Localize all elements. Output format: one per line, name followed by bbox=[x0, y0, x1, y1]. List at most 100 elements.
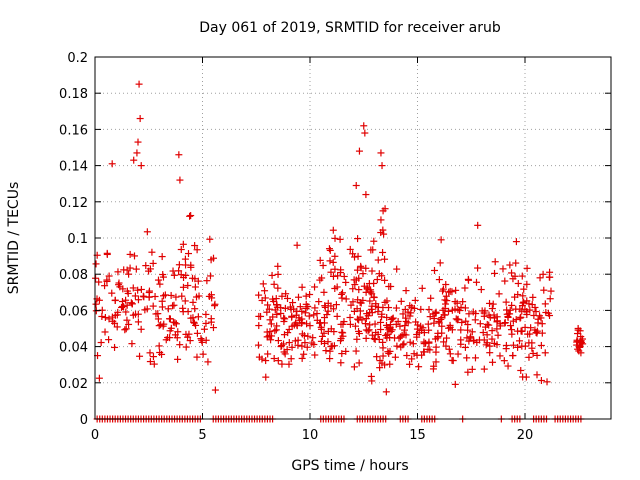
data-point bbox=[329, 272, 337, 280]
data-point bbox=[388, 315, 396, 323]
data-point bbox=[383, 330, 391, 338]
data-point bbox=[109, 317, 117, 325]
data-point bbox=[293, 241, 301, 249]
y-tick-label: 0.02 bbox=[59, 377, 88, 392]
data-point bbox=[193, 353, 201, 361]
data-point bbox=[430, 266, 438, 274]
data-point bbox=[488, 327, 496, 335]
data-point bbox=[158, 303, 166, 311]
data-point bbox=[488, 335, 496, 343]
data-point bbox=[362, 334, 370, 342]
data-point bbox=[382, 388, 390, 396]
data-point bbox=[402, 314, 410, 322]
y-tick-label: 0.04 bbox=[59, 341, 88, 356]
data-point bbox=[377, 149, 385, 157]
data-point bbox=[529, 293, 537, 301]
data-point bbox=[206, 235, 214, 243]
data-point bbox=[261, 287, 269, 295]
data-points bbox=[92, 80, 587, 423]
data-point bbox=[528, 301, 536, 309]
data-point bbox=[134, 318, 142, 326]
data-point bbox=[420, 348, 428, 356]
data-point bbox=[393, 342, 401, 350]
data-point bbox=[376, 364, 384, 372]
data-point bbox=[177, 271, 185, 279]
data-point bbox=[442, 342, 450, 350]
data-point bbox=[409, 340, 417, 348]
data-point bbox=[531, 326, 539, 334]
data-point bbox=[281, 350, 289, 358]
data-point bbox=[199, 350, 207, 358]
data-point bbox=[146, 349, 154, 357]
data-point bbox=[411, 296, 419, 304]
data-point bbox=[520, 298, 528, 306]
data-point bbox=[154, 310, 162, 318]
data-point bbox=[101, 328, 109, 336]
data-point bbox=[320, 288, 328, 296]
y-tick-label: 0 bbox=[80, 413, 88, 428]
data-point bbox=[456, 307, 464, 315]
data-point bbox=[494, 331, 502, 339]
data-point bbox=[501, 319, 509, 327]
data-point bbox=[355, 286, 363, 294]
data-point bbox=[262, 357, 270, 365]
data-point bbox=[306, 322, 314, 330]
data-point bbox=[193, 329, 201, 337]
x-tick-label: 5 bbox=[198, 428, 206, 443]
data-point bbox=[149, 353, 157, 361]
data-point bbox=[477, 286, 485, 294]
data-point bbox=[171, 319, 179, 327]
data-point bbox=[355, 327, 363, 335]
x-axis-label: GPS time / hours bbox=[291, 458, 408, 474]
data-point bbox=[303, 343, 311, 351]
data-point bbox=[118, 298, 126, 306]
data-point bbox=[114, 268, 122, 276]
data-point bbox=[198, 336, 206, 344]
data-point bbox=[441, 296, 449, 304]
data-point bbox=[122, 325, 130, 333]
data-point bbox=[184, 308, 192, 316]
data-point bbox=[415, 363, 423, 371]
data-point bbox=[136, 352, 144, 360]
data-point bbox=[134, 138, 142, 146]
data-point bbox=[182, 261, 190, 269]
data-point bbox=[333, 312, 341, 320]
data-point bbox=[325, 245, 333, 253]
data-point bbox=[502, 298, 510, 306]
data-point bbox=[207, 318, 215, 326]
data-point bbox=[351, 322, 359, 330]
data-point bbox=[302, 304, 310, 312]
data-point bbox=[319, 261, 327, 269]
data-point bbox=[172, 293, 180, 301]
data-point bbox=[373, 353, 381, 361]
data-point bbox=[103, 250, 111, 258]
data-point bbox=[156, 280, 164, 288]
data-point bbox=[507, 326, 515, 334]
data-point bbox=[285, 339, 293, 347]
data-point bbox=[289, 299, 297, 307]
data-point bbox=[370, 237, 378, 245]
data-point bbox=[274, 284, 282, 292]
data-point bbox=[95, 278, 103, 286]
data-point bbox=[349, 285, 357, 293]
data-point bbox=[355, 359, 363, 367]
data-point bbox=[105, 272, 113, 280]
data-point bbox=[462, 317, 470, 325]
data-point bbox=[185, 330, 193, 338]
data-point bbox=[301, 309, 309, 317]
data-point bbox=[123, 316, 131, 324]
data-point bbox=[263, 333, 271, 341]
data-point bbox=[360, 282, 368, 290]
data-point bbox=[191, 305, 199, 313]
data-point bbox=[392, 304, 400, 312]
data-point bbox=[264, 301, 272, 309]
data-point bbox=[318, 274, 326, 282]
data-point bbox=[546, 273, 554, 281]
data-point bbox=[92, 274, 100, 282]
data-point bbox=[441, 304, 449, 312]
data-point bbox=[377, 216, 385, 224]
data-point bbox=[509, 341, 517, 349]
data-point bbox=[291, 337, 299, 345]
data-point bbox=[469, 308, 477, 316]
data-point bbox=[114, 308, 122, 316]
